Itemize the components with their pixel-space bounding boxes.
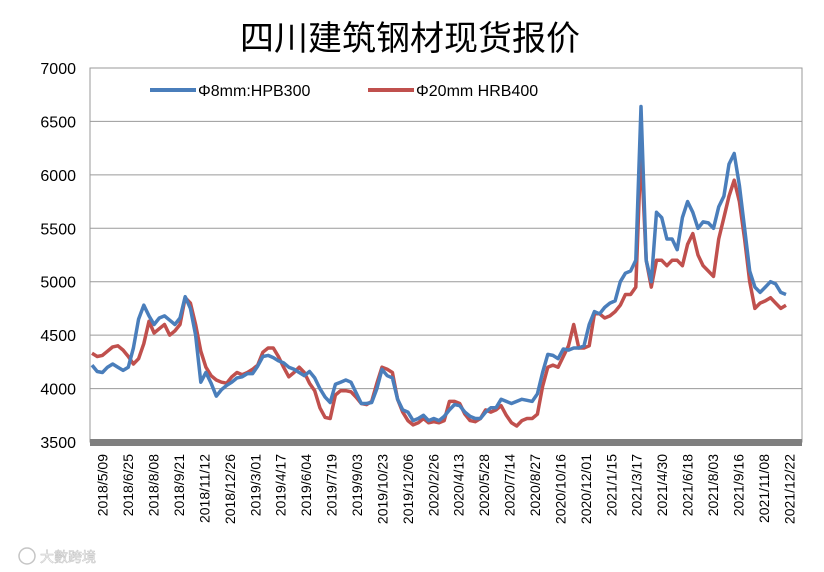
x-tick-label: 2020/12/01 xyxy=(578,454,594,524)
y-tick-label: 5000 xyxy=(40,275,76,292)
series-line-hpb300 xyxy=(90,104,787,423)
x-axis-ticks: 2018/5/09 2018/6/25 2018/8/08 2018/9/21 2018… xyxy=(95,454,798,524)
y-tick-label: 6000 xyxy=(40,168,76,185)
x-axis-baseline xyxy=(90,439,802,446)
x-tick-label: 2020/2/26 xyxy=(425,454,441,516)
gridlines xyxy=(90,67,802,390)
y-tick-label: 4500 xyxy=(40,328,76,345)
legend-label-hrb400: Φ20mm HRB400 xyxy=(416,83,538,100)
x-tick-label: 2018/11/12 xyxy=(196,454,212,523)
x-tick-label: 2020/7/14 xyxy=(502,454,518,516)
watermark: 大數跨境 xyxy=(18,547,96,566)
watermark-logo-icon xyxy=(18,547,36,565)
x-tick-label: 2019/9/03 xyxy=(349,454,365,516)
x-tick-label: 2021/11/08 xyxy=(756,454,772,523)
x-tick-label: 2021/3/17 xyxy=(629,454,645,516)
y-tick-label: 4000 xyxy=(40,382,76,399)
x-tick-label: 2018/12/26 xyxy=(222,454,238,524)
x-tick-label: 2019/7/19 xyxy=(324,454,340,516)
series-lines xyxy=(90,104,787,428)
x-tick-label: 2018/9/21 xyxy=(171,454,187,516)
y-tick-label: 5500 xyxy=(40,221,76,238)
y-tick-label: 6500 xyxy=(40,114,76,131)
x-tick-label: 2018/5/09 xyxy=(95,454,111,516)
x-tick-label: 2018/8/08 xyxy=(146,454,162,516)
y-tick-label: 7000 xyxy=(40,61,76,78)
x-tick-label: 2020/4/13 xyxy=(451,454,467,516)
x-tick-label: 2021/4/30 xyxy=(654,454,670,516)
watermark-text: 大數跨境 xyxy=(40,550,96,566)
x-tick-label: 2021/1/15 xyxy=(603,454,619,516)
x-tick-label: 2020/5/28 xyxy=(476,454,492,516)
x-tick-label: 2021/12/22 xyxy=(781,454,797,524)
x-tick-label: 2020/10/16 xyxy=(552,454,568,524)
x-tick-label: 2019/12/06 xyxy=(400,454,416,524)
series-line-hrb400 xyxy=(91,146,787,428)
y-axis-ticks: 3500 4000 4500 5000 5500 6000 6500 7000 xyxy=(40,61,76,452)
x-tick-label: 2021/8/03 xyxy=(705,454,721,516)
x-tick-label: 2018/6/25 xyxy=(120,454,136,516)
y-tick-label: 3500 xyxy=(40,435,76,452)
x-tick-label: 2019/3/01 xyxy=(247,454,263,516)
x-tick-label: 2019/6/04 xyxy=(298,454,314,516)
legend: Φ8mm:HPB300 Φ20mm HRB400 xyxy=(150,83,538,100)
chart-title: 四川建筑钢材现货报价 xyxy=(240,19,580,59)
x-tick-label: 2019/4/17 xyxy=(273,454,289,516)
x-tick-label: 2019/10/23 xyxy=(374,454,390,524)
legend-label-hpb300: Φ8mm:HPB300 xyxy=(198,83,310,100)
x-tick-label: 2021/6/18 xyxy=(680,454,696,516)
x-tick-label: 2020/8/27 xyxy=(527,454,543,516)
x-tick-label: 2021/9/16 xyxy=(730,454,746,516)
